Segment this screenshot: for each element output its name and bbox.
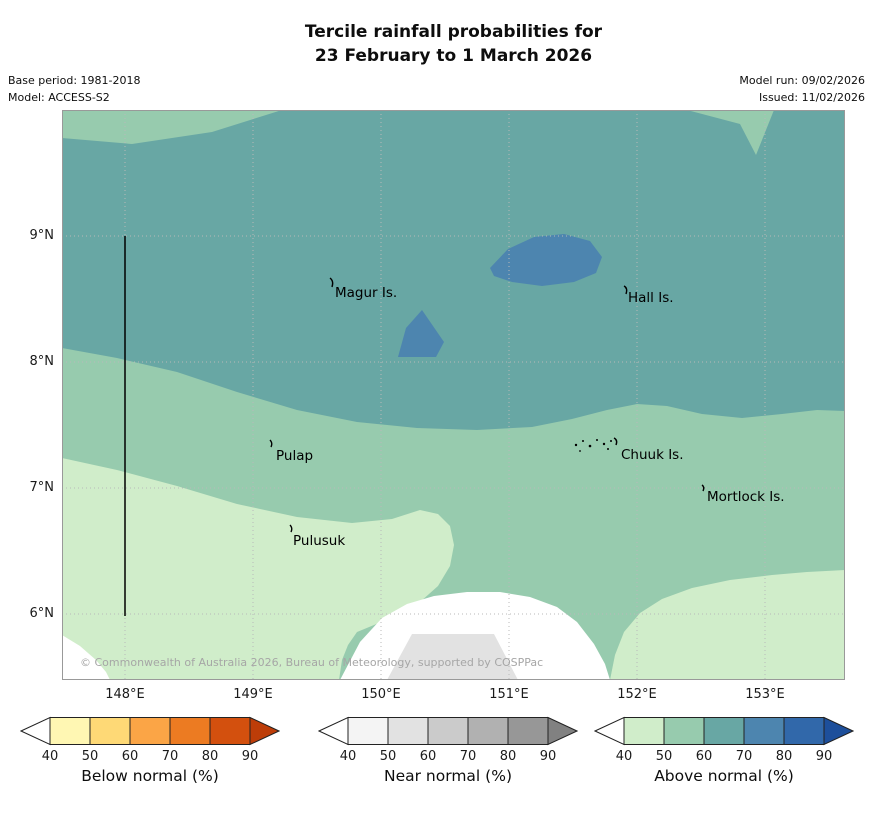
hall-island-icon xyxy=(623,285,628,295)
legend-tick: 60 xyxy=(695,749,713,764)
colorbar-cell-50-60 xyxy=(387,717,429,745)
x-tick-148e: 148°E xyxy=(105,687,145,702)
legend-tick: 90 xyxy=(539,749,557,764)
y-tick-7n: 7°N xyxy=(29,480,55,495)
colorbar-cell-60-70 xyxy=(129,717,171,745)
legend-tick: 90 xyxy=(815,749,833,764)
legend-near-colorbar xyxy=(318,716,578,746)
colorbar-cell-60-70 xyxy=(427,717,469,745)
colorbar-cell-60-70 xyxy=(703,717,745,745)
legend-tick: 50 xyxy=(379,749,397,764)
issued-label: Issued: 11/02/2026 xyxy=(758,91,865,104)
island-label-chuuk: Chuuk Is. xyxy=(621,447,684,463)
gridlines xyxy=(62,110,845,680)
legend-below-colorbar xyxy=(20,716,280,746)
model-label: Model: ACCESS-S2 xyxy=(8,91,110,104)
legend-tick: 60 xyxy=(121,749,139,764)
run-metadata-left: Base period: 1981-2018 Model: ACCESS-S2 xyxy=(8,72,140,106)
legend-tick: 70 xyxy=(459,749,477,764)
legend-tick: 90 xyxy=(241,749,259,764)
run-metadata-right: Model run: 09/02/2026 Issued: 11/02/2026 xyxy=(739,72,865,106)
page-title: Tercile rainfall probabilities for 23 Fe… xyxy=(62,20,845,68)
legend-near-normal: 40 50 60 70 80 90 Near normal (%) xyxy=(318,716,578,785)
title-line-1: Tercile rainfall probabilities for xyxy=(304,22,603,42)
copyright-text: © Commonwealth of Australia 2026, Bureau… xyxy=(80,656,543,669)
legend-tick: 40 xyxy=(41,749,59,764)
legend-tick: 70 xyxy=(161,749,179,764)
colorbar-cell-40-50 xyxy=(623,717,665,745)
probability-map: Magur Is. Hall Is. Pulap Chuuk Is. Mortl… xyxy=(62,110,845,680)
colorbar-cell-70-80 xyxy=(467,717,509,745)
x-tick-149e: 149°E xyxy=(233,687,273,702)
colorbar-arrow-right xyxy=(547,716,578,746)
map-canvas: Magur Is. Hall Is. Pulap Chuuk Is. Mortl… xyxy=(62,110,845,680)
legend-near-ticks: 40 50 60 70 80 90 xyxy=(318,746,578,764)
legend-tick: 80 xyxy=(775,749,793,764)
region-above-40-50-left xyxy=(62,458,454,680)
colorbar-cell-40-50 xyxy=(49,717,91,745)
colorbar-cell-70-80 xyxy=(743,717,785,745)
region-near-normal-grey xyxy=(387,634,518,680)
legend-below-title: Below normal (%) xyxy=(81,767,219,785)
colorbar-cell-50-60 xyxy=(663,717,705,745)
colorbar-cell-50-60 xyxy=(89,717,131,745)
legend-tick: 80 xyxy=(499,749,517,764)
region-above-40-50-right xyxy=(610,570,845,680)
colorbar-cell-80-90 xyxy=(783,717,825,745)
island-label-pulusuk: Pulusuk xyxy=(293,533,345,549)
mortlock-island-icon xyxy=(701,484,705,492)
y-tick-9n: 9°N xyxy=(29,228,55,243)
legend-tick: 60 xyxy=(419,749,437,764)
x-tick-153e: 153°E xyxy=(745,687,785,702)
colorbar-cell-80-90 xyxy=(507,717,549,745)
legend-tick: 50 xyxy=(81,749,99,764)
legend-tick: 70 xyxy=(735,749,753,764)
legend-above-colorbar xyxy=(594,716,854,746)
legend-above-normal: 40 50 60 70 80 90 Above normal (%) xyxy=(594,716,854,785)
colorbar-arrow-right xyxy=(249,716,280,746)
island-label-hall: Hall Is. xyxy=(628,290,674,306)
magur-island-icon xyxy=(329,277,334,288)
x-tick-151e: 151°E xyxy=(489,687,529,702)
island-label-pulap: Pulap xyxy=(276,448,313,464)
legend-below-ticks: 40 50 60 70 80 90 xyxy=(20,746,280,764)
colorbar-arrow-left xyxy=(318,716,349,746)
legend-below-normal: 40 50 60 70 80 90 Below normal (%) xyxy=(20,716,280,785)
island-label-magur: Magur Is. xyxy=(335,285,397,301)
x-tick-152e: 152°E xyxy=(617,687,657,702)
legend-tick: 80 xyxy=(201,749,219,764)
base-period-label: Base period: 1981-2018 xyxy=(8,74,141,87)
region-top-left-50-60 xyxy=(62,110,282,144)
pulusuk-island-icon xyxy=(289,524,293,533)
legend-tick: 50 xyxy=(655,749,673,764)
legend-above-title: Above normal (%) xyxy=(654,767,794,785)
island-outlines xyxy=(269,277,705,533)
model-run-label: Model run: 09/02/2026 xyxy=(739,74,865,87)
colorbar-arrow-left xyxy=(20,716,51,746)
pulap-island-icon xyxy=(269,439,273,448)
y-tick-8n: 8°N xyxy=(29,354,55,369)
y-tick-6n: 6°N xyxy=(29,606,55,621)
legend-tick: 40 xyxy=(615,749,633,764)
chuuk-island-icon xyxy=(613,437,618,446)
colorbar-arrow-left xyxy=(594,716,625,746)
colorbar-cell-80-90 xyxy=(209,717,251,745)
x-tick-150e: 150°E xyxy=(361,687,401,702)
region-above-70-80-triangle xyxy=(398,310,444,357)
colorbar-arrow-right xyxy=(823,716,854,746)
title-line-2: 23 February to 1 March 2026 xyxy=(314,46,593,66)
island-label-mortlock: Mortlock Is. xyxy=(707,489,785,505)
legend-tick: 40 xyxy=(339,749,357,764)
chuuk-islet-dots xyxy=(574,439,612,452)
legend-near-title: Near normal (%) xyxy=(384,767,512,785)
legend-above-ticks: 40 50 60 70 80 90 xyxy=(594,746,854,764)
plot-frame xyxy=(62,110,845,680)
colorbar-cell-40-50 xyxy=(347,717,389,745)
region-above-70-80-blob xyxy=(490,234,602,286)
region-white-corner xyxy=(62,635,110,680)
colorbar-cell-70-80 xyxy=(169,717,211,745)
region-top-notch-50-60 xyxy=(687,110,774,155)
